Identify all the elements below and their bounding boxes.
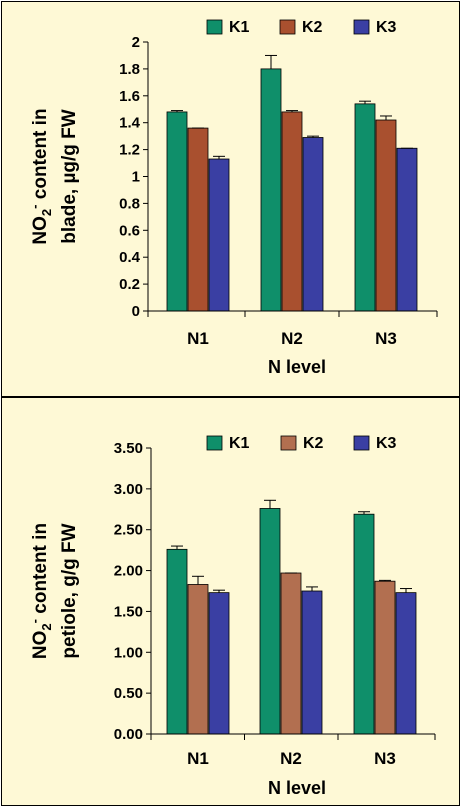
petiole-y-tick-label: 2.50: [114, 522, 143, 539]
blade-chart: 0 0.2 0.4 0.6 0.8 1 1.2 1.4 1.6 1.8 2 N1 N2 N3 N level…: [27, 19, 438, 377]
blade-category-label-n1: N1: [187, 329, 209, 348]
blade-legend-label-k1: K1: [229, 19, 250, 36]
petiole-y-tick-label: 1.50: [114, 603, 143, 620]
blade-y-tick-label: 0.6: [119, 222, 140, 239]
petiole-chart-panel: 0.00 0.50 1.00 1.50 2.00 2.50 3.00 3.50 N1 N2 N3 N …: [1, 397, 460, 806]
blade-category-label-n3: N3: [375, 329, 397, 348]
petiole-bar-n2-k2: [280, 572, 302, 735]
petiole-bar-n2-k3: [301, 590, 323, 735]
petiole-bar-n3-k2: [374, 580, 396, 735]
petiole-legend-swatch-k2: [280, 435, 297, 451]
petiole-x-axis-title: N level: [268, 778, 326, 798]
blade-bar-n3-k2: [375, 119, 397, 312]
blade-bar-n1-k2: [187, 127, 209, 312]
petiole-legend-swatch-k3: [353, 435, 370, 451]
petiole-y-tick-label: 3.50: [114, 440, 143, 457]
blade-y-tick-label: 1: [132, 169, 140, 186]
blade-bar-n2-k2: [281, 111, 303, 312]
blade-y-tick-label: 0.2: [119, 276, 140, 293]
petiole-y-tick-label: 0.00: [114, 726, 143, 743]
blade-bar-n1-k3: [208, 158, 230, 312]
blade-legend-swatch-k1: [206, 19, 223, 35]
blade-legend-swatch-k3: [353, 19, 370, 35]
petiole-category-label-n3: N3: [374, 749, 396, 768]
blade-legend-label-k3: K3: [376, 19, 397, 36]
petiole-legend-label-k3: K3: [376, 435, 397, 452]
petiole-y-tick-label: 2.00: [114, 563, 143, 580]
blade-bar-n1-k1: [166, 111, 188, 312]
blade-bar-n2-k1: [260, 68, 282, 312]
blade-y-tick-label: 0: [132, 303, 140, 320]
blade-bar-n3-k3: [396, 147, 418, 312]
petiole-category-label-n2: N2: [280, 749, 302, 768]
petiole-y-tick-label: 0.50: [114, 685, 143, 702]
blade-legend-swatch-k2: [279, 19, 296, 35]
blade-category-label-n2: N2: [281, 329, 303, 348]
petiole-legend-label-k2: K2: [303, 435, 324, 452]
petiole-category-label-n1: N1: [187, 749, 209, 768]
petiole-y-axis-title-line2: petiole, g/g FW: [59, 523, 80, 658]
petiole-y-tick-label: 3.00: [114, 481, 143, 498]
blade-y-tick-label: 0.4: [119, 249, 141, 266]
blade-bar-n2-k3: [302, 137, 324, 312]
petiole-y-tick-label: 1.00: [114, 644, 143, 661]
petiole-bar-n1-k1: [166, 548, 188, 735]
blade-legend-label-k2: K2: [302, 19, 323, 36]
petiole-bar-n1-k2: [187, 584, 209, 735]
petiole-bar-n1-k3: [208, 592, 230, 735]
petiole-bar-n2-k1: [259, 508, 281, 735]
blade-y-tick-label: 1.8: [119, 61, 140, 78]
blade-y-tick-label: 1.4: [119, 115, 141, 132]
blade-y-tick-label: 2: [132, 34, 140, 51]
blade-bar-n3-k1: [354, 103, 376, 312]
blade-chart-panel: 0 0.2 0.4 0.6 0.8 1 1.2 1.4 1.6 1.8 2 N1 N2 N3 N level…: [1, 1, 460, 397]
petiole-bar-n3-k1: [353, 513, 375, 735]
petiole-legend-swatch-k1: [206, 435, 223, 451]
blade-x-axis-title: N level: [268, 357, 326, 377]
petiole-y-axis-title-line1: NO2- content in: [27, 523, 54, 659]
blade-y-axis-title-line2: blade, µg/g FW: [59, 109, 80, 244]
blade-y-tick-label: 0.8: [119, 195, 140, 212]
petiole-bar-n3-k3: [395, 592, 417, 735]
blade-y-tick-label: 1.2: [119, 142, 140, 159]
blade-y-tick-label: 1.6: [119, 88, 140, 105]
blade-y-axis-title-line1: NO2- content in: [27, 108, 54, 244]
petiole-chart: 0.00 0.50 1.00 1.50 2.00 2.50 3.00 3.50 N1 N2 N3 N …: [27, 435, 436, 798]
petiole-legend-label-k1: K1: [229, 435, 250, 452]
